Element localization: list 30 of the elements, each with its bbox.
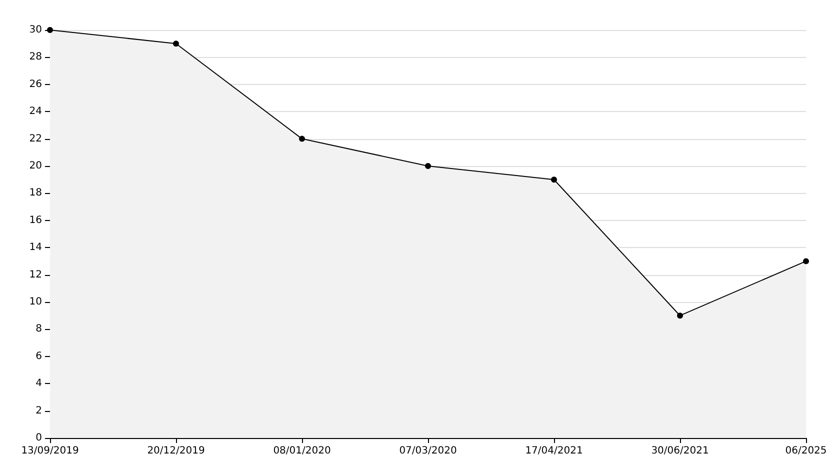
x-tick-label: 08/01/2020	[273, 446, 331, 456]
x-tick-label: 20/12/2019	[147, 446, 205, 456]
y-tick-label: 28	[29, 52, 42, 63]
y-tick-label: 24	[29, 106, 42, 118]
y-tick-label: 22	[29, 133, 42, 144]
y-tick-label: 16	[29, 214, 42, 226]
y-tick-label: 12	[29, 269, 42, 280]
y-tick-label: 6	[36, 350, 42, 362]
x-tick-label: 17/04/2021	[525, 446, 583, 456]
y-tick-label: 4	[36, 378, 42, 390]
point	[425, 163, 431, 169]
point	[299, 136, 305, 142]
y-tick-label: 14	[29, 242, 42, 254]
y-tick-label: 20	[29, 160, 42, 172]
x-tick-label: 07/03/2020	[399, 446, 457, 456]
y-tick-label: 18	[29, 188, 42, 199]
y-tick-label: 30	[29, 24, 42, 36]
x-tick-label: 06/2025	[785, 446, 827, 456]
y-tick-label: 2	[36, 405, 42, 416]
y-tick-label: 8	[36, 324, 42, 335]
point	[551, 176, 557, 183]
x-tick-label: 13/09/2019	[21, 446, 79, 456]
y-tick-label: 0	[36, 432, 42, 444]
y-tick-label: 10	[29, 296, 42, 308]
point	[173, 40, 179, 47]
y-tick-label: 26	[29, 78, 42, 90]
point	[803, 258, 809, 264]
point	[47, 27, 53, 33]
point	[677, 312, 683, 319]
x-tick-label: 30/06/2021	[651, 446, 709, 456]
